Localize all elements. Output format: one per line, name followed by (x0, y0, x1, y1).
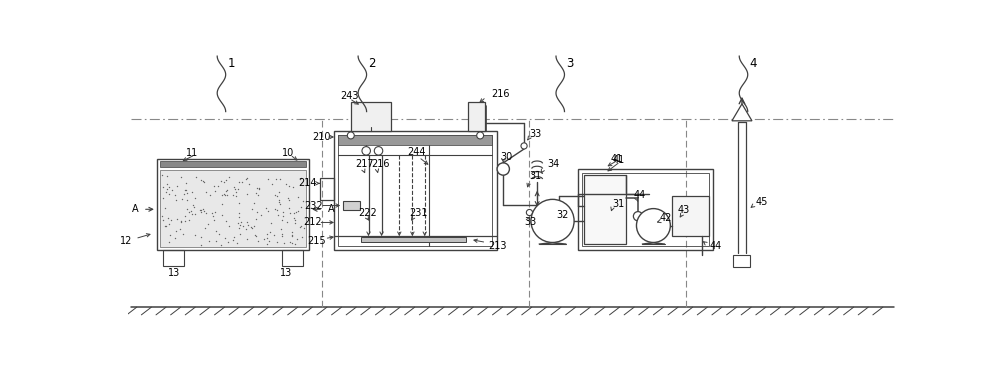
Text: A: A (132, 204, 139, 214)
Bar (157, 159, 309, 250)
Text: 13: 13 (168, 268, 181, 278)
Bar (672, 196, 709, 236)
Text: 30: 30 (500, 152, 512, 163)
Bar (338, 135, 492, 246)
Text: 45: 45 (756, 197, 768, 207)
Text: 244: 244 (407, 147, 426, 157)
Text: 215: 215 (307, 236, 326, 246)
Polygon shape (539, 242, 566, 244)
Circle shape (531, 199, 574, 242)
Text: 210: 210 (312, 132, 331, 142)
Text: 33: 33 (524, 217, 536, 227)
Text: 44: 44 (633, 190, 646, 200)
Text: 10: 10 (282, 148, 295, 158)
Bar (733, 255, 750, 267)
Bar (582, 173, 709, 246)
Text: 31: 31 (529, 171, 542, 181)
Text: 1: 1 (228, 57, 235, 70)
Bar (282, 250, 303, 266)
Text: 2: 2 (368, 57, 375, 70)
Bar (468, 102, 485, 131)
Circle shape (362, 147, 370, 155)
Text: 34: 34 (547, 159, 559, 169)
Bar (163, 250, 184, 266)
Text: 212: 212 (303, 217, 322, 228)
Text: 4: 4 (750, 57, 757, 70)
Text: 44: 44 (710, 241, 722, 251)
Bar (578, 169, 713, 250)
Text: 243: 243 (340, 91, 359, 101)
Bar (334, 131, 497, 250)
Text: 214: 214 (298, 178, 317, 188)
Text: 3: 3 (566, 57, 574, 70)
Bar (160, 161, 306, 167)
Circle shape (347, 132, 354, 139)
Text: 42: 42 (660, 213, 672, 223)
Circle shape (477, 132, 484, 139)
Circle shape (374, 147, 383, 155)
Text: 41: 41 (613, 155, 625, 165)
Text: 11: 11 (186, 148, 198, 158)
Circle shape (497, 163, 509, 175)
Text: 43: 43 (678, 205, 690, 215)
Text: 33: 33 (529, 129, 542, 139)
Bar (160, 170, 306, 247)
Text: 231: 231 (409, 208, 428, 218)
Text: 216: 216 (371, 159, 389, 169)
Text: 32: 32 (556, 210, 569, 220)
Text: 12: 12 (120, 236, 132, 246)
Text: 41: 41 (610, 153, 623, 164)
Circle shape (633, 212, 643, 221)
Bar (361, 237, 466, 242)
Polygon shape (642, 242, 665, 244)
Circle shape (636, 209, 670, 242)
Text: 213: 213 (488, 240, 506, 251)
Bar (584, 175, 626, 244)
Circle shape (521, 143, 527, 149)
Bar (351, 102, 391, 131)
Text: 216: 216 (491, 89, 509, 99)
Text: 222: 222 (359, 208, 377, 218)
Text: 31: 31 (613, 199, 625, 209)
Bar (343, 201, 360, 210)
Circle shape (526, 209, 533, 215)
Text: 232: 232 (305, 200, 323, 211)
Text: A: A (327, 204, 334, 214)
Bar (320, 178, 334, 200)
Bar (338, 135, 492, 145)
Polygon shape (732, 104, 752, 121)
Text: 217: 217 (355, 159, 374, 169)
Text: 13: 13 (280, 268, 292, 278)
